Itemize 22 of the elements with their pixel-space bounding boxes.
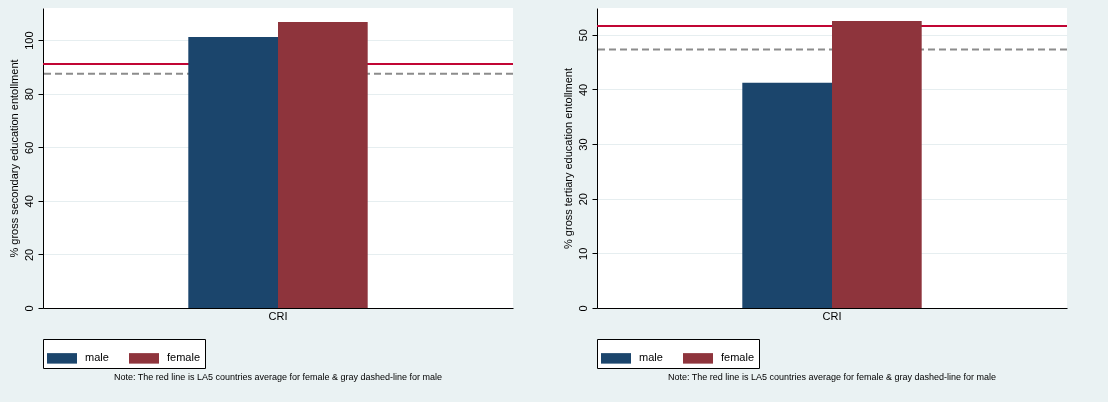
legend-label: male bbox=[85, 351, 109, 364]
y-tick-label: 0 bbox=[576, 305, 589, 312]
y-tick-label: 30 bbox=[576, 138, 589, 151]
y-tick-label: 40 bbox=[22, 195, 35, 208]
y-tick-label: 10 bbox=[576, 247, 589, 260]
legend-label: male bbox=[639, 351, 663, 364]
y-tick-label: 80 bbox=[22, 88, 35, 101]
y-tick-label: 20 bbox=[22, 248, 35, 262]
y-tick-label: 40 bbox=[576, 83, 589, 97]
y-tick-label: 60 bbox=[22, 141, 35, 154]
text: Note: The red line is LA5 countries average for female & gray dashed-line for male bbox=[113, 371, 443, 382]
legend-label: female bbox=[721, 351, 755, 364]
y-axis-title: % gross tertiary education entollment bbox=[561, 68, 574, 249]
y-tick-label: 100 bbox=[22, 31, 35, 50]
x-tick-label: CRI bbox=[268, 309, 288, 322]
x-tick-label: CRI bbox=[822, 309, 842, 322]
y-axis-title: % gross secondary education entollment bbox=[7, 59, 20, 258]
text: Note: The red line is LA5 countries average for female & gray dashed-line for male bbox=[667, 371, 997, 382]
y-tick-label: 50 bbox=[576, 29, 589, 42]
y-tick-label: 0 bbox=[22, 305, 35, 312]
y-tick-label: 20 bbox=[576, 193, 589, 206]
legend-label: female bbox=[167, 351, 201, 364]
